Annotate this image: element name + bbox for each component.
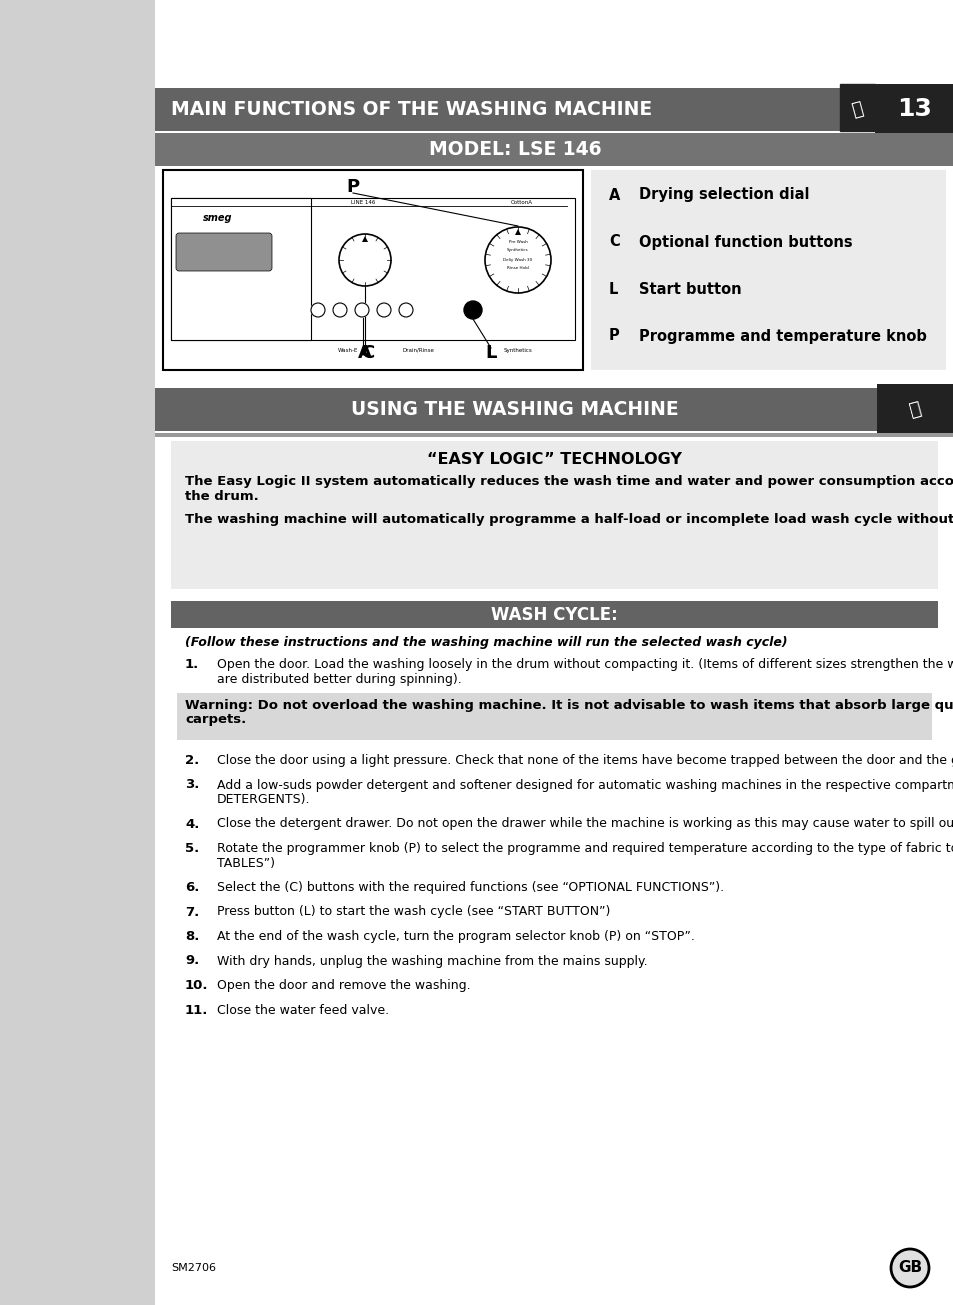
Text: Synthetics: Synthetics xyxy=(503,348,532,352)
Text: 2.: 2. xyxy=(185,754,199,767)
Text: The washing machine will automatically programme a half-load or incomplete load : The washing machine will automatically p… xyxy=(185,513,953,526)
Text: Programme and temperature knob: Programme and temperature knob xyxy=(639,329,926,343)
Text: Optional function buttons: Optional function buttons xyxy=(639,235,852,249)
Polygon shape xyxy=(515,228,520,235)
Bar xyxy=(177,693,931,740)
Bar xyxy=(171,198,575,341)
Text: Warning: Do not overload the washing machine. It is not advisable to wash items : Warning: Do not overload the washing mac… xyxy=(185,699,953,713)
Text: Start button: Start button xyxy=(639,282,740,296)
Text: 3.: 3. xyxy=(185,779,199,792)
Text: 8.: 8. xyxy=(185,930,199,944)
Text: P: P xyxy=(608,329,619,343)
Text: Pre Wash: Pre Wash xyxy=(508,240,527,244)
Text: Close the door using a light pressure. Check that none of the items have become : Close the door using a light pressure. C… xyxy=(216,754,953,767)
Text: Open the door. Load the washing loosely in the drum without compacting it. (Item: Open the door. Load the washing loosely … xyxy=(216,658,953,671)
Bar xyxy=(0,0,154,1305)
Text: Select the (C) buttons with the required functions (see “OPTIONAL FUNCTIONS”).: Select the (C) buttons with the required… xyxy=(216,881,723,894)
Text: L: L xyxy=(608,282,618,296)
Text: WASH CYCLE:: WASH CYCLE: xyxy=(491,606,618,624)
Bar xyxy=(171,602,937,628)
Circle shape xyxy=(355,303,369,317)
Polygon shape xyxy=(840,84,874,130)
Text: CottonA: CottonA xyxy=(511,200,533,205)
Text: 13: 13 xyxy=(897,98,931,121)
Text: MAIN FUNCTIONS OF THE WASHING MACHINE: MAIN FUNCTIONS OF THE WASHING MACHINE xyxy=(171,100,652,119)
Text: SM2706: SM2706 xyxy=(171,1263,215,1272)
Text: ✋: ✋ xyxy=(848,99,863,120)
Text: A: A xyxy=(357,345,372,361)
Circle shape xyxy=(333,303,347,317)
Text: C: C xyxy=(361,345,375,361)
Bar xyxy=(154,133,953,166)
Bar xyxy=(154,433,953,437)
Text: Synthetics: Synthetics xyxy=(507,248,528,252)
Text: Close the water feed valve.: Close the water feed valve. xyxy=(216,1004,389,1017)
Text: Drying selection dial: Drying selection dial xyxy=(639,188,809,202)
Text: Rinse Hold: Rinse Hold xyxy=(507,266,528,270)
Text: 5.: 5. xyxy=(185,842,199,855)
Text: With dry hands, unplug the washing machine from the mains supply.: With dry hands, unplug the washing machi… xyxy=(216,954,647,967)
Text: The Easy Logic II system automatically reduces the wash time and water and power: The Easy Logic II system automatically r… xyxy=(185,475,953,488)
Text: Add a low-suds powder detergent and softener designed for automatic washing mach: Add a low-suds powder detergent and soft… xyxy=(216,779,953,792)
Bar xyxy=(154,388,876,431)
Text: are distributed better during spinning).: are distributed better during spinning). xyxy=(216,672,461,685)
Text: Wash-E: Wash-E xyxy=(337,348,357,352)
Bar xyxy=(171,441,937,589)
Text: (Follow these instructions and the washing machine will run the selected wash cy: (Follow these instructions and the washi… xyxy=(185,636,787,649)
Circle shape xyxy=(398,303,413,317)
Circle shape xyxy=(890,1249,928,1287)
Text: LINE 146: LINE 146 xyxy=(351,200,375,205)
Text: 6.: 6. xyxy=(185,881,199,894)
Text: carpets.: carpets. xyxy=(185,714,246,727)
Bar xyxy=(171,198,311,341)
Text: USING THE WASHING MACHINE: USING THE WASHING MACHINE xyxy=(351,401,679,419)
Text: MODEL: LSE 146: MODEL: LSE 146 xyxy=(429,140,601,159)
FancyBboxPatch shape xyxy=(175,234,272,271)
Bar xyxy=(154,0,953,1305)
Text: “EASY LOGIC” TECHNOLOGY: “EASY LOGIC” TECHNOLOGY xyxy=(427,452,681,466)
Text: ✋: ✋ xyxy=(906,399,923,420)
Text: P: P xyxy=(346,177,359,196)
Text: Deliy Wash 30: Deliy Wash 30 xyxy=(503,258,532,262)
Circle shape xyxy=(463,301,481,318)
Text: 1.: 1. xyxy=(185,658,199,671)
Text: Drain/Rinse: Drain/Rinse xyxy=(401,348,434,352)
Text: Press button (L) to start the wash cycle (see “START BUTTON”): Press button (L) to start the wash cycle… xyxy=(216,906,610,919)
Text: C: C xyxy=(608,235,619,249)
Text: 11.: 11. xyxy=(185,1004,208,1017)
Bar xyxy=(163,170,582,371)
Circle shape xyxy=(338,234,391,286)
Text: 4.: 4. xyxy=(185,817,199,830)
Circle shape xyxy=(376,303,391,317)
Circle shape xyxy=(484,227,551,294)
Text: 10.: 10. xyxy=(185,979,209,992)
Bar xyxy=(154,87,874,130)
Polygon shape xyxy=(361,236,368,241)
Text: L: L xyxy=(485,345,497,361)
Text: the drum.: the drum. xyxy=(185,489,258,502)
Text: Close the detergent drawer. Do not open the drawer while the machine is working : Close the detergent drawer. Do not open … xyxy=(216,817,953,830)
Text: smeg: smeg xyxy=(203,213,233,223)
Text: A: A xyxy=(608,188,619,202)
Text: 7.: 7. xyxy=(185,906,199,919)
Circle shape xyxy=(311,303,325,317)
Bar xyxy=(876,384,953,435)
Text: Open the door and remove the washing.: Open the door and remove the washing. xyxy=(216,979,470,992)
Text: At the end of the wash cycle, turn the program selector knob (P) on “STOP”.: At the end of the wash cycle, turn the p… xyxy=(216,930,694,944)
Text: DETERGENTS).: DETERGENTS). xyxy=(216,793,310,806)
Text: GB: GB xyxy=(897,1261,922,1275)
Text: Rotate the programmer knob (P) to select the programme and required temperature : Rotate the programmer knob (P) to select… xyxy=(216,842,953,855)
Text: 9.: 9. xyxy=(185,954,199,967)
Bar xyxy=(874,84,953,134)
Text: TABLES”): TABLES”) xyxy=(216,856,274,869)
Bar xyxy=(590,170,945,371)
